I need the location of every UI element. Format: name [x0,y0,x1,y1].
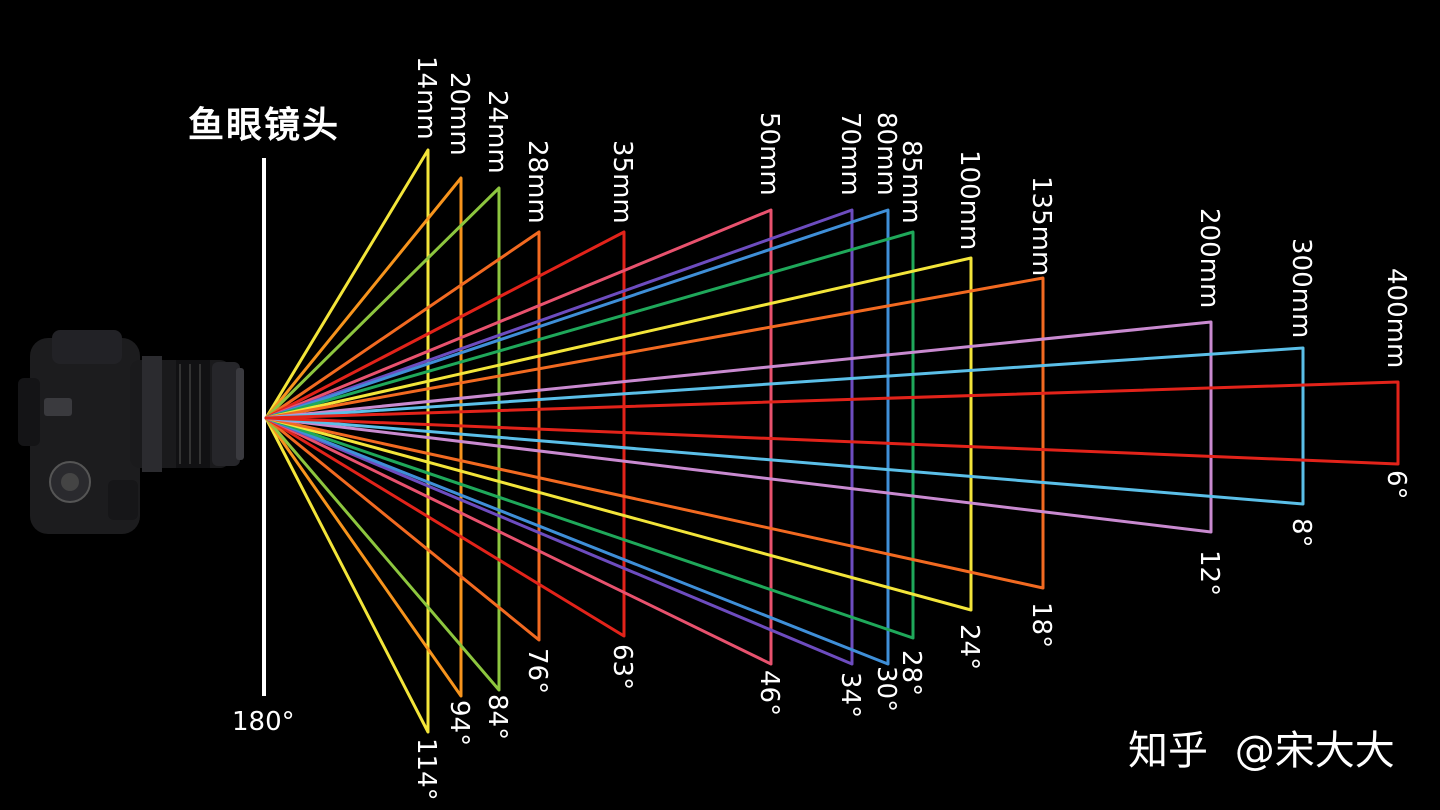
lens-fov-triangle [264,230,541,642]
focal-length-label: 20mm [444,72,474,156]
lens-fov-triangle [264,320,1213,534]
lens-24mm: 24mm 84° [264,90,512,740]
lens-35mm: 35mm 63° [264,140,637,690]
focal-length-label: 35mm [607,140,637,224]
lens-fov-triangle [264,380,1400,466]
lens-fov-triangle [264,346,1305,506]
lens-fov-triangle [264,176,463,698]
lens-70mm: 70mm 34° [264,112,865,718]
view-angle-label: 28° [896,650,926,696]
view-angle-label: 94° [444,700,474,746]
lens-fov-triangle [264,186,501,692]
lens-85mm: 85mm 28° [264,140,926,696]
view-angle-label: 76° [522,648,552,694]
view-angle-label: 12° [1194,550,1224,596]
focal-length-label: 100mm [954,150,984,250]
watermark: 知乎 @宋大大 [1128,718,1395,776]
watermark-author: @宋大大 [1234,728,1395,774]
view-angle-label: 63° [607,644,637,690]
focal-length-label: 70mm [835,112,865,196]
lens-fov-triangle [264,208,854,666]
lens-fov-triangle [264,208,890,666]
view-angle-label: 6° [1381,470,1411,500]
fisheye-angle-label: 180° [232,707,295,737]
lens-28mm: 28mm 76° [264,140,552,694]
lens-fov-triangle [264,230,915,640]
view-angle-label: 8° [1286,518,1316,548]
view-angle-label: 30° [871,666,901,712]
focal-length-label: 50mm [754,112,784,196]
focal-length-label: 200mm [1194,208,1224,308]
view-angle-label: 84° [482,694,512,740]
focal-length-label: 300mm [1286,238,1316,338]
view-angle-label: 114° [411,738,441,801]
lens-fov-triangle [264,276,1045,590]
view-angle-label: 24° [954,624,984,670]
lens-fov-triangle [264,208,773,666]
dslr-camera-icon [18,330,244,534]
focal-length-label: 24mm [482,90,512,174]
focal-length-label: 14mm [411,56,441,140]
lens-80mm: 80mm 30° [264,112,901,712]
lens-135mm: 135mm 18° [264,176,1056,648]
view-angle-label: 46° [754,670,784,716]
fisheye-lens-title: 鱼眼镜头 [188,105,341,146]
focal-length-label: 80mm [871,112,901,196]
lens-400mm: 400mm 6° [264,268,1411,500]
focal-length-label: 400mm [1381,268,1411,368]
view-angle-label: 34° [835,672,865,718]
lens-300mm: 300mm 8° [264,238,1316,548]
view-angle-label: 18° [1026,602,1056,648]
watermark-site: 知乎 [1128,728,1208,774]
lens-200mm: 200mm 12° [264,208,1224,596]
focal-length-label: 28mm [522,140,552,224]
focal-length-label: 135mm [1026,176,1056,276]
lens-fov-triangle [264,256,973,612]
focal-length-label: 85mm [896,140,926,224]
lens-50mm: 50mm 46° [264,112,784,716]
lens-14mm: 14mm 114° [264,56,441,801]
lens-20mm: 20mm 94° [264,72,474,746]
lens-100mm: 100mm 24° [264,150,984,670]
lens-fov-triangle [264,148,430,734]
